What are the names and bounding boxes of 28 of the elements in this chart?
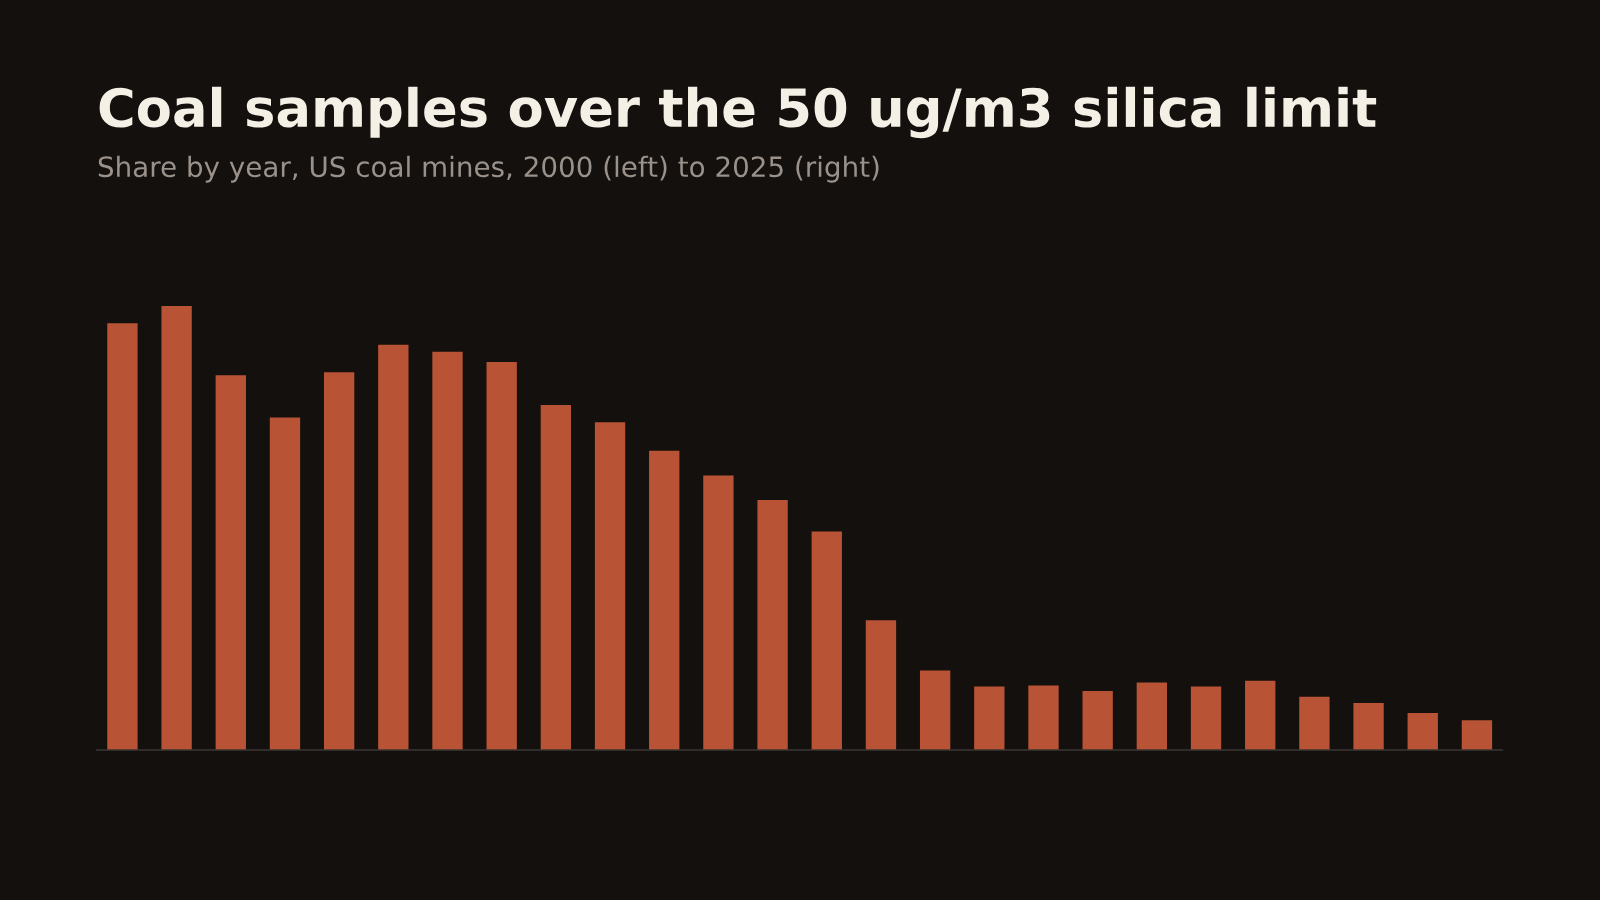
bar <box>323 372 355 750</box>
bar <box>486 361 517 750</box>
bar <box>269 417 301 750</box>
bar <box>432 351 463 750</box>
bar <box>107 323 138 750</box>
bar <box>540 405 572 750</box>
bar <box>649 450 680 750</box>
bar <box>811 531 842 750</box>
bar <box>215 375 246 750</box>
chart-subtitle: Share by year, US coal mines, 2000 (left) to 2025 (right) <box>98 155 879 183</box>
chart-title: Coal samples over the 50 ug/m3 silica limit <box>99 86 1377 139</box>
bar <box>1299 696 1330 750</box>
bar <box>919 670 951 750</box>
bar <box>1353 702 1384 750</box>
bar <box>1407 713 1438 750</box>
bar <box>703 475 734 750</box>
bar <box>1136 682 1168 750</box>
bar <box>594 422 626 750</box>
bar <box>1028 685 1059 750</box>
bar <box>161 306 192 750</box>
bar <box>1245 680 1276 750</box>
bar <box>1082 690 1113 750</box>
bar <box>757 500 788 750</box>
bar <box>1190 686 1222 750</box>
bar <box>974 686 1005 750</box>
bar <box>865 620 897 750</box>
bar <box>1461 720 1493 750</box>
bar <box>378 344 409 750</box>
